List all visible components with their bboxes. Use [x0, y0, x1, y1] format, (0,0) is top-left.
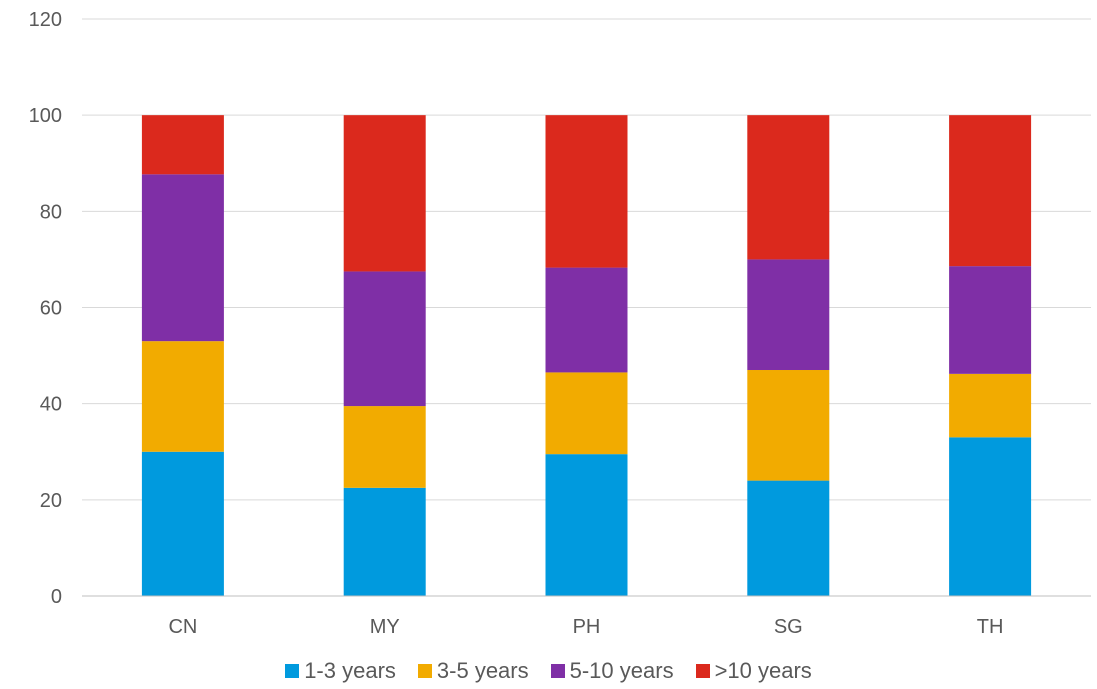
bar-segment	[141, 341, 224, 452]
bar-segment	[343, 406, 426, 488]
legend-label: >10 years	[714, 658, 812, 683]
y-tick-label: 60	[40, 298, 62, 320]
chart-legend: 1-3 years 3-5 years 5-10 years >10 years	[0, 658, 1097, 684]
legend-item: 1-3 years	[285, 658, 396, 684]
legend-swatch	[285, 664, 300, 678]
x-tick-label: SG	[774, 616, 803, 638]
bar-segment	[747, 115, 830, 260]
bar-segment	[949, 266, 1032, 374]
bar-segment	[747, 480, 830, 596]
legend-swatch	[550, 664, 565, 678]
legend-item: >10 years	[695, 658, 812, 684]
bar-segment	[545, 454, 628, 596]
bar-segment	[545, 267, 628, 373]
y-tick-label: 20	[40, 490, 62, 512]
y-tick-label: 100	[29, 105, 62, 127]
y-tick-label: 0	[51, 586, 62, 608]
legend-label: 3-5 years	[436, 658, 529, 683]
y-tick-label: 120	[29, 9, 62, 31]
bar-segment	[141, 451, 224, 596]
bar-segment	[141, 115, 224, 175]
x-tick-label: PH	[573, 616, 601, 638]
bar-segment	[545, 115, 628, 268]
bar-segment	[949, 373, 1032, 438]
bar-segment	[949, 115, 1032, 267]
x-tick-label: TH	[977, 616, 1004, 638]
y-tick-label: 80	[40, 201, 62, 223]
legend-label: 5-10 years	[569, 658, 674, 683]
legend-label: 1-3 years	[304, 658, 396, 683]
legend-swatch	[695, 664, 710, 678]
y-tick-label: 40	[40, 394, 62, 416]
bar-segment	[141, 174, 224, 342]
x-tick-label: MY	[370, 616, 400, 638]
bar-segment	[747, 259, 830, 371]
bar-segment	[545, 372, 628, 455]
bar-segment	[747, 370, 830, 481]
legend-item: 3-5 years	[417, 658, 529, 684]
legend-swatch	[417, 664, 432, 678]
bar-segment	[949, 437, 1032, 596]
x-tick-label: CN	[168, 616, 197, 638]
legend-item: 5-10 years	[550, 658, 674, 684]
bar-segment	[343, 487, 426, 596]
bar-segment	[343, 115, 426, 272]
bar-segment	[343, 271, 426, 407]
